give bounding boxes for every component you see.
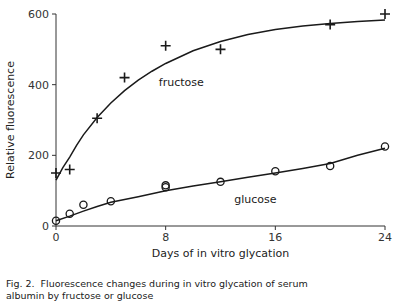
circle-point [162, 182, 169, 189]
circle-point [272, 168, 279, 175]
x-tick-label: 16 [268, 231, 282, 244]
y-axis [56, 14, 57, 226]
plus-point [380, 9, 390, 19]
y-tick [52, 226, 56, 227]
circle-point [52, 217, 59, 224]
plus-point [120, 73, 130, 83]
plus-point [51, 168, 61, 178]
plus-point [161, 41, 171, 51]
y-tick [52, 14, 56, 15]
x-axis [56, 226, 385, 227]
circle-point [107, 198, 114, 205]
circle-point [327, 162, 334, 169]
fitted-curve [56, 148, 385, 220]
plus-point [216, 44, 226, 54]
circle-point [66, 210, 73, 217]
plot-area [51, 9, 390, 224]
y-tick-label: 0 [42, 220, 49, 233]
y-tick [52, 155, 56, 156]
plus-point [325, 20, 335, 30]
x-tick [385, 226, 386, 230]
circle-point [217, 178, 224, 185]
x-axis-label: Days of in vitro glycation [152, 247, 289, 260]
plus-point [65, 164, 75, 174]
x-tick [165, 226, 166, 230]
y-tick-label: 600 [28, 8, 49, 21]
y-tick-label: 400 [28, 79, 49, 92]
annotation: glucose [234, 193, 277, 206]
y-axis-label: Relative fluorescence [4, 61, 17, 179]
fitted-curve [56, 20, 385, 180]
x-tick [275, 226, 276, 230]
chart: 0 8 16 24 0 200 400 600 Days of in vitro glycati… [0, 0, 400, 305]
plus-point [92, 113, 102, 123]
x-tick-label: 8 [162, 231, 169, 244]
caption: albumin by fructose or glucose [6, 290, 153, 301]
annotation: fructose [159, 76, 204, 89]
x-tick-label: 24 [378, 231, 392, 244]
circle-point [381, 143, 388, 150]
y-tick-label: 200 [28, 149, 49, 162]
circle-point [80, 201, 87, 208]
x-tick-label: 0 [53, 231, 60, 244]
x-tick [56, 226, 57, 230]
y-tick [52, 84, 56, 85]
caption: Fig. 2. Fluorescence changes during in v… [6, 278, 308, 289]
